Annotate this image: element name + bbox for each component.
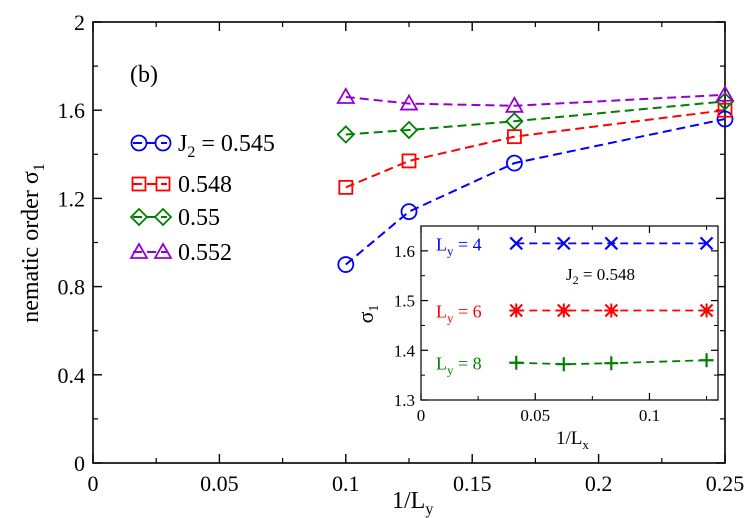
data-point bbox=[505, 111, 524, 131]
legend-marker bbox=[153, 207, 173, 227]
data-point bbox=[504, 95, 524, 113]
inset-data-point bbox=[509, 355, 524, 370]
main-x-axis-title: 1/Ly bbox=[392, 488, 433, 518]
legend-marker bbox=[131, 176, 147, 192]
inset-x-tick-label: 0.05 bbox=[520, 406, 550, 425]
x-tick-label: 0.15 bbox=[453, 471, 492, 496]
legend-label: 0.552 bbox=[178, 240, 232, 266]
y-tick-label: 2 bbox=[74, 10, 85, 35]
inset-series-label: Ly = 6 bbox=[436, 302, 482, 326]
data-point bbox=[400, 203, 418, 221]
inset-data-point bbox=[699, 236, 714, 251]
data-point bbox=[506, 154, 523, 172]
x-tick-label: 0.2 bbox=[585, 471, 613, 496]
x-tick-label: 0.25 bbox=[706, 471, 745, 496]
panel-label: (b) bbox=[130, 62, 158, 88]
inset-series bbox=[509, 236, 714, 372]
legend: J2 = 0.545 0.548 0.55 0.552 bbox=[129, 131, 275, 266]
data-point bbox=[715, 92, 735, 111]
legend-marker bbox=[129, 242, 149, 259]
inset-ticks: 0 0.05 0.1 1.3 1.4 1.5 1.6 bbox=[394, 226, 718, 425]
data-point bbox=[717, 102, 733, 118]
inset-background bbox=[421, 226, 718, 400]
data-point bbox=[399, 120, 419, 140]
legend-label: 0.55 bbox=[178, 205, 220, 231]
data-point bbox=[716, 110, 734, 128]
inset-data-point bbox=[604, 303, 619, 318]
data-point bbox=[715, 84, 735, 102]
x-tick-label: 0.05 bbox=[200, 471, 239, 496]
y-tick-label: 0 bbox=[74, 451, 85, 476]
inset-data-point bbox=[556, 357, 571, 372]
series-line bbox=[345, 118, 726, 266]
inset-series-label: Ly = 4 bbox=[436, 234, 482, 258]
y-tick-label: 1.6 bbox=[58, 98, 86, 123]
inset-y-axis-title: σ1 bbox=[353, 305, 382, 324]
x-tick-label: 0.1 bbox=[332, 471, 360, 496]
inset-y-tick-label: 1.5 bbox=[394, 292, 415, 311]
inset-data-point bbox=[699, 303, 714, 318]
inset-y-tick-label: 1.6 bbox=[394, 242, 415, 261]
inset-data-point bbox=[699, 353, 714, 368]
inset-data-point bbox=[557, 236, 571, 251]
inset-data-point bbox=[604, 356, 619, 371]
inset-y-tick-label: 1.3 bbox=[394, 391, 415, 410]
inset-series-label: Ly = 8 bbox=[436, 354, 482, 378]
series-line bbox=[345, 109, 726, 189]
legend-marker bbox=[155, 176, 171, 192]
legend-marker bbox=[153, 242, 173, 259]
y-tick-label: 0.8 bbox=[58, 275, 86, 300]
y-tick-label: 1.2 bbox=[58, 186, 86, 211]
data-point bbox=[399, 93, 419, 111]
series-line bbox=[345, 100, 726, 136]
data-point bbox=[336, 125, 356, 144]
data-point bbox=[338, 179, 354, 195]
legend-label: J2 = 0.545 bbox=[178, 131, 275, 161]
inset-x-tick-label: 0.1 bbox=[639, 406, 660, 425]
inset-data-point bbox=[509, 236, 524, 251]
legend-label: 0.548 bbox=[178, 172, 232, 198]
x-tick-label: 0 bbox=[88, 471, 99, 496]
y-tick-label: 0.4 bbox=[58, 363, 86, 388]
main-series bbox=[336, 84, 735, 273]
inset-data-point bbox=[556, 303, 571, 318]
main-y-axis-title: nematic order σ1 bbox=[18, 163, 48, 323]
inset-series-labels: Ly = 4 Ly = 6 Ly = 8 bbox=[436, 234, 482, 377]
inset-x-axis-title: 1/Lx bbox=[556, 428, 589, 452]
data-point bbox=[401, 153, 417, 169]
inset-x-tick-label: 0 bbox=[417, 406, 426, 425]
inset-frame bbox=[420, 225, 719, 401]
inset-annotation: J2 = 0.548 bbox=[566, 265, 635, 287]
legend-marker bbox=[130, 134, 148, 152]
data-point bbox=[336, 87, 356, 104]
inset-series-line bbox=[516, 359, 707, 366]
inset-data-point bbox=[509, 303, 524, 318]
legend-marker bbox=[129, 207, 149, 227]
legend-marker bbox=[154, 134, 172, 152]
series-line bbox=[345, 93, 726, 107]
inset-data-point bbox=[604, 236, 619, 251]
main-ticks: 0 0.05 0.1 0.15 0.2 0.25 0 0.4 0.8 1.2 1.6 2 bbox=[58, 10, 745, 496]
inset-y-tick-label: 1.4 bbox=[394, 341, 416, 360]
data-point bbox=[337, 256, 355, 273]
